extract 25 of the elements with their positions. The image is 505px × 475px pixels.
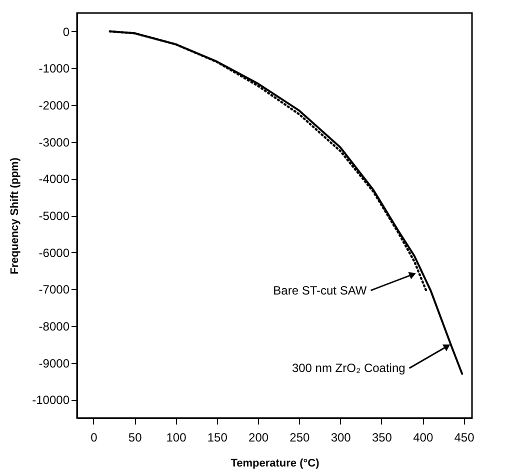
y-tick-label: -1000	[38, 62, 70, 76]
y-tick-label: -10000	[32, 393, 70, 408]
x-tick-label: 50	[128, 430, 142, 444]
y-tick-label: -6000	[38, 246, 70, 260]
y-tick-label: -2000	[38, 98, 70, 113]
x-tick-label: 300	[330, 430, 352, 444]
x-tick-label: 250	[290, 430, 310, 444]
y-tick-label: -9000	[38, 356, 70, 370]
x-tick-label: 100	[166, 430, 187, 444]
y-tick-label: -5000	[38, 209, 70, 223]
x-tick-label: 200	[248, 430, 269, 444]
x-tick-label: 150	[207, 430, 228, 444]
x-tick-label: 400	[413, 430, 434, 444]
annotation: Bare ST-cut SAW	[273, 283, 368, 298]
y-tick-label: -7000	[38, 282, 70, 297]
y-tick-label: -3000	[38, 135, 70, 150]
x-axis-title: Temperature (°C)	[230, 458, 320, 470]
x-tick-label: 450	[454, 430, 475, 444]
y-tick-label: 0	[62, 24, 70, 39]
y-axis-title: Frequency Shift (ppm)	[9, 157, 22, 274]
annotation: 300 nm ZrO₂ Coating	[292, 361, 406, 376]
y-tick-label: -4000	[38, 172, 70, 186]
x-tick-label: 0	[90, 430, 98, 444]
x-tick-label: 350	[372, 430, 392, 444]
y-tick-label: -8000	[38, 319, 70, 334]
